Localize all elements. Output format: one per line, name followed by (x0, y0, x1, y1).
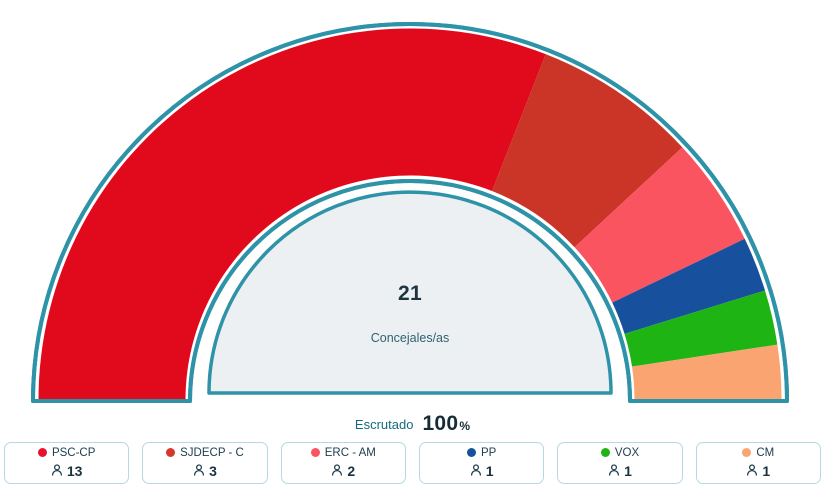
party-name: PP (480, 446, 497, 459)
party-color-dot (37, 448, 47, 457)
scrutiny-label: Escrutado (354, 417, 414, 432)
gauge-segment-pp[interactable] (612, 238, 765, 334)
party-name: PSC-CP (51, 446, 96, 459)
party-seat-count: 1 (624, 462, 632, 479)
scrutiny-status: Escrutado 100 % (0, 412, 825, 436)
party-seat-count: 3 (209, 462, 217, 479)
party-color-dot (310, 448, 320, 457)
party-name: VOX (614, 446, 640, 459)
legend-card-vox[interactable]: VOX 1 (557, 442, 683, 484)
party-seat-count: 13 (66, 462, 83, 479)
party-seat-count: 2 (347, 462, 356, 479)
legend-card-psc-cp[interactable]: PSC-CP 13 (4, 442, 130, 484)
gauge-ring-border (31, 22, 789, 403)
legend-card-cm[interactable]: CM 1 (695, 442, 821, 484)
legend-card-erc-am[interactable]: ERC - AM 2 (280, 442, 406, 484)
gauge-segment-cm[interactable] (631, 344, 782, 400)
party-legend: PSC-CP 13 SJDECP - C 3 (4, 442, 821, 484)
gauge-inner-semicircle (207, 190, 613, 395)
person-icon (608, 463, 620, 481)
legend-card-sjdecp-c[interactable]: SJDECP - C 3 (142, 442, 268, 484)
party-name: CM (756, 446, 775, 459)
party-name: SJDECP - C (180, 446, 244, 459)
party-color-dot (600, 448, 610, 457)
total-seats-label: Concejales/as (370, 331, 450, 345)
person-icon (51, 463, 63, 481)
person-icon (470, 463, 482, 481)
party-color-dot (466, 448, 476, 457)
gauge-segment-psc-cp[interactable] (38, 28, 546, 400)
scrutiny-percent-sign: % (459, 419, 471, 433)
gauge-center-info: 21 Concejales/as (300, 282, 520, 345)
person-icon (193, 463, 205, 481)
gauge-segment-erc-am[interactable] (574, 147, 745, 303)
party-seat-count: 1 (762, 462, 771, 479)
party-seat-count: 1 (485, 462, 494, 479)
person-icon (331, 463, 343, 481)
party-color-dot (742, 448, 752, 457)
legend-card-pp[interactable]: PP 1 (418, 442, 545, 484)
gauge-segment-sjdecp-c[interactable] (492, 54, 683, 248)
party-name: ERC - AM (324, 446, 376, 459)
person-icon (746, 463, 758, 481)
total-seats-value: 21 (398, 282, 422, 305)
gauge-segment-vox[interactable] (624, 290, 778, 367)
scrutiny-value: 100 (422, 412, 459, 435)
seats-gauge-chart[interactable] (0, 0, 825, 412)
party-color-dot (166, 448, 176, 457)
